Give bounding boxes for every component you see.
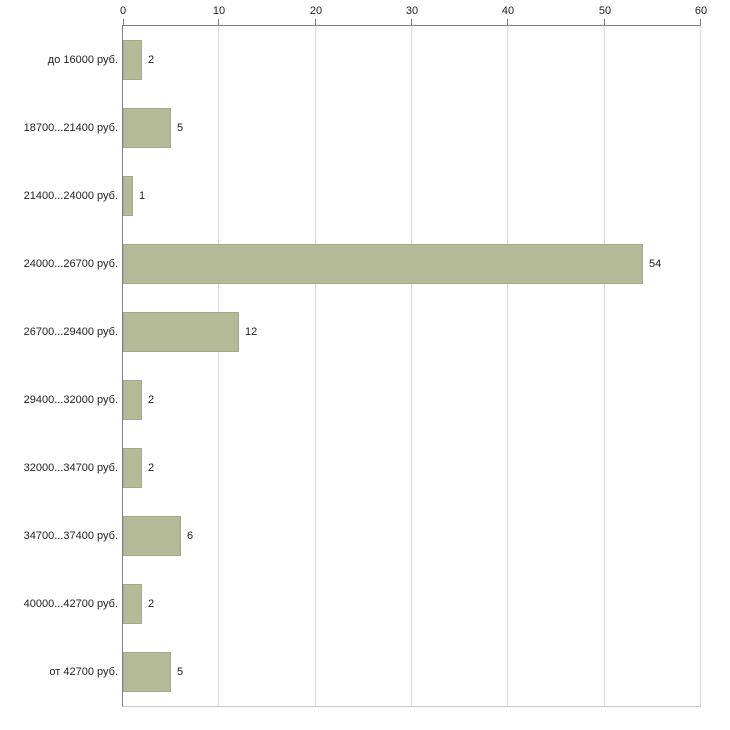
x-axis-tick-label: 60 bbox=[694, 5, 708, 17]
bar-row: 29400...32000 руб. 2 bbox=[24, 366, 701, 434]
x-axis-tick-label: 40 bbox=[501, 5, 515, 17]
bar-row: 32000...34700 руб. 2 bbox=[24, 434, 701, 502]
axis-tick bbox=[507, 19, 508, 25]
axis-tick bbox=[700, 19, 701, 25]
bar bbox=[123, 379, 142, 421]
value-label: 5 bbox=[177, 666, 184, 678]
bar-row: от 42700 руб. 5 bbox=[49, 638, 701, 706]
bar-row: 40000...42700 руб. 2 bbox=[24, 570, 701, 638]
axis-tick bbox=[218, 19, 219, 25]
category-label: 40000...42700 руб. bbox=[23, 598, 118, 610]
x-axis-tick-label: 30 bbox=[405, 5, 419, 17]
x-axis-tick-label: 10 bbox=[212, 5, 226, 17]
x-axis-tick-label: 50 bbox=[598, 5, 612, 17]
value-label: 1 bbox=[139, 190, 146, 202]
gridline bbox=[507, 26, 508, 706]
bar-row: 21400...24000 руб. 1 bbox=[24, 162, 701, 230]
bar-row: 24000...26700 руб. 54 bbox=[24, 230, 701, 298]
axis-tick bbox=[411, 19, 412, 25]
gridline bbox=[218, 26, 219, 706]
category-label: 32000...34700 руб. bbox=[23, 462, 118, 474]
axis-tick bbox=[604, 19, 605, 25]
value-label: 6 bbox=[187, 530, 194, 542]
bar bbox=[123, 311, 239, 353]
bar-row: 34700...37400 руб. 6 bbox=[24, 502, 701, 570]
bar bbox=[123, 39, 142, 81]
category-label: 34700...37400 руб. bbox=[23, 530, 118, 542]
category-label: от 42700 руб. bbox=[49, 666, 118, 678]
gridline bbox=[700, 26, 701, 706]
bar bbox=[123, 243, 643, 285]
gridline bbox=[411, 26, 412, 706]
x-axis-tick-label: 20 bbox=[309, 5, 323, 17]
value-label: 2 bbox=[148, 462, 155, 474]
bar bbox=[123, 447, 142, 489]
bar bbox=[123, 175, 133, 217]
axis-tick bbox=[123, 19, 124, 25]
axis-tick bbox=[315, 19, 316, 25]
category-label: до 16000 руб. bbox=[47, 54, 118, 66]
category-label: 26700...29400 руб. bbox=[23, 326, 118, 338]
x-axis-tick-label: 0 bbox=[119, 5, 127, 17]
category-label: 21400...24000 руб. bbox=[23, 190, 118, 202]
bar-row: 26700...29400 руб. 12 bbox=[24, 298, 701, 366]
category-label: 24000...26700 руб. bbox=[23, 258, 118, 270]
bar bbox=[123, 107, 171, 149]
bar bbox=[123, 651, 171, 693]
bar-row: 18700...21400 руб. 5 bbox=[24, 94, 701, 162]
bar bbox=[123, 583, 142, 625]
value-label: 2 bbox=[148, 598, 155, 610]
value-label: 54 bbox=[649, 258, 662, 270]
category-label: 18700...21400 руб. bbox=[23, 122, 118, 134]
bar-row: до 16000 руб. 2 bbox=[48, 26, 701, 94]
gridline bbox=[315, 26, 316, 706]
bar bbox=[123, 515, 181, 557]
plot-area: 0 10 20 30 40 50 60 до 16000 руб. 2 18700...21400… bbox=[24, 5, 707, 707]
value-label: 12 bbox=[245, 326, 258, 338]
category-label: 29400...32000 руб. bbox=[23, 394, 118, 406]
value-label: 2 bbox=[148, 54, 155, 66]
value-label: 2 bbox=[148, 394, 155, 406]
gridline bbox=[604, 26, 605, 706]
value-label: 5 bbox=[177, 122, 184, 134]
